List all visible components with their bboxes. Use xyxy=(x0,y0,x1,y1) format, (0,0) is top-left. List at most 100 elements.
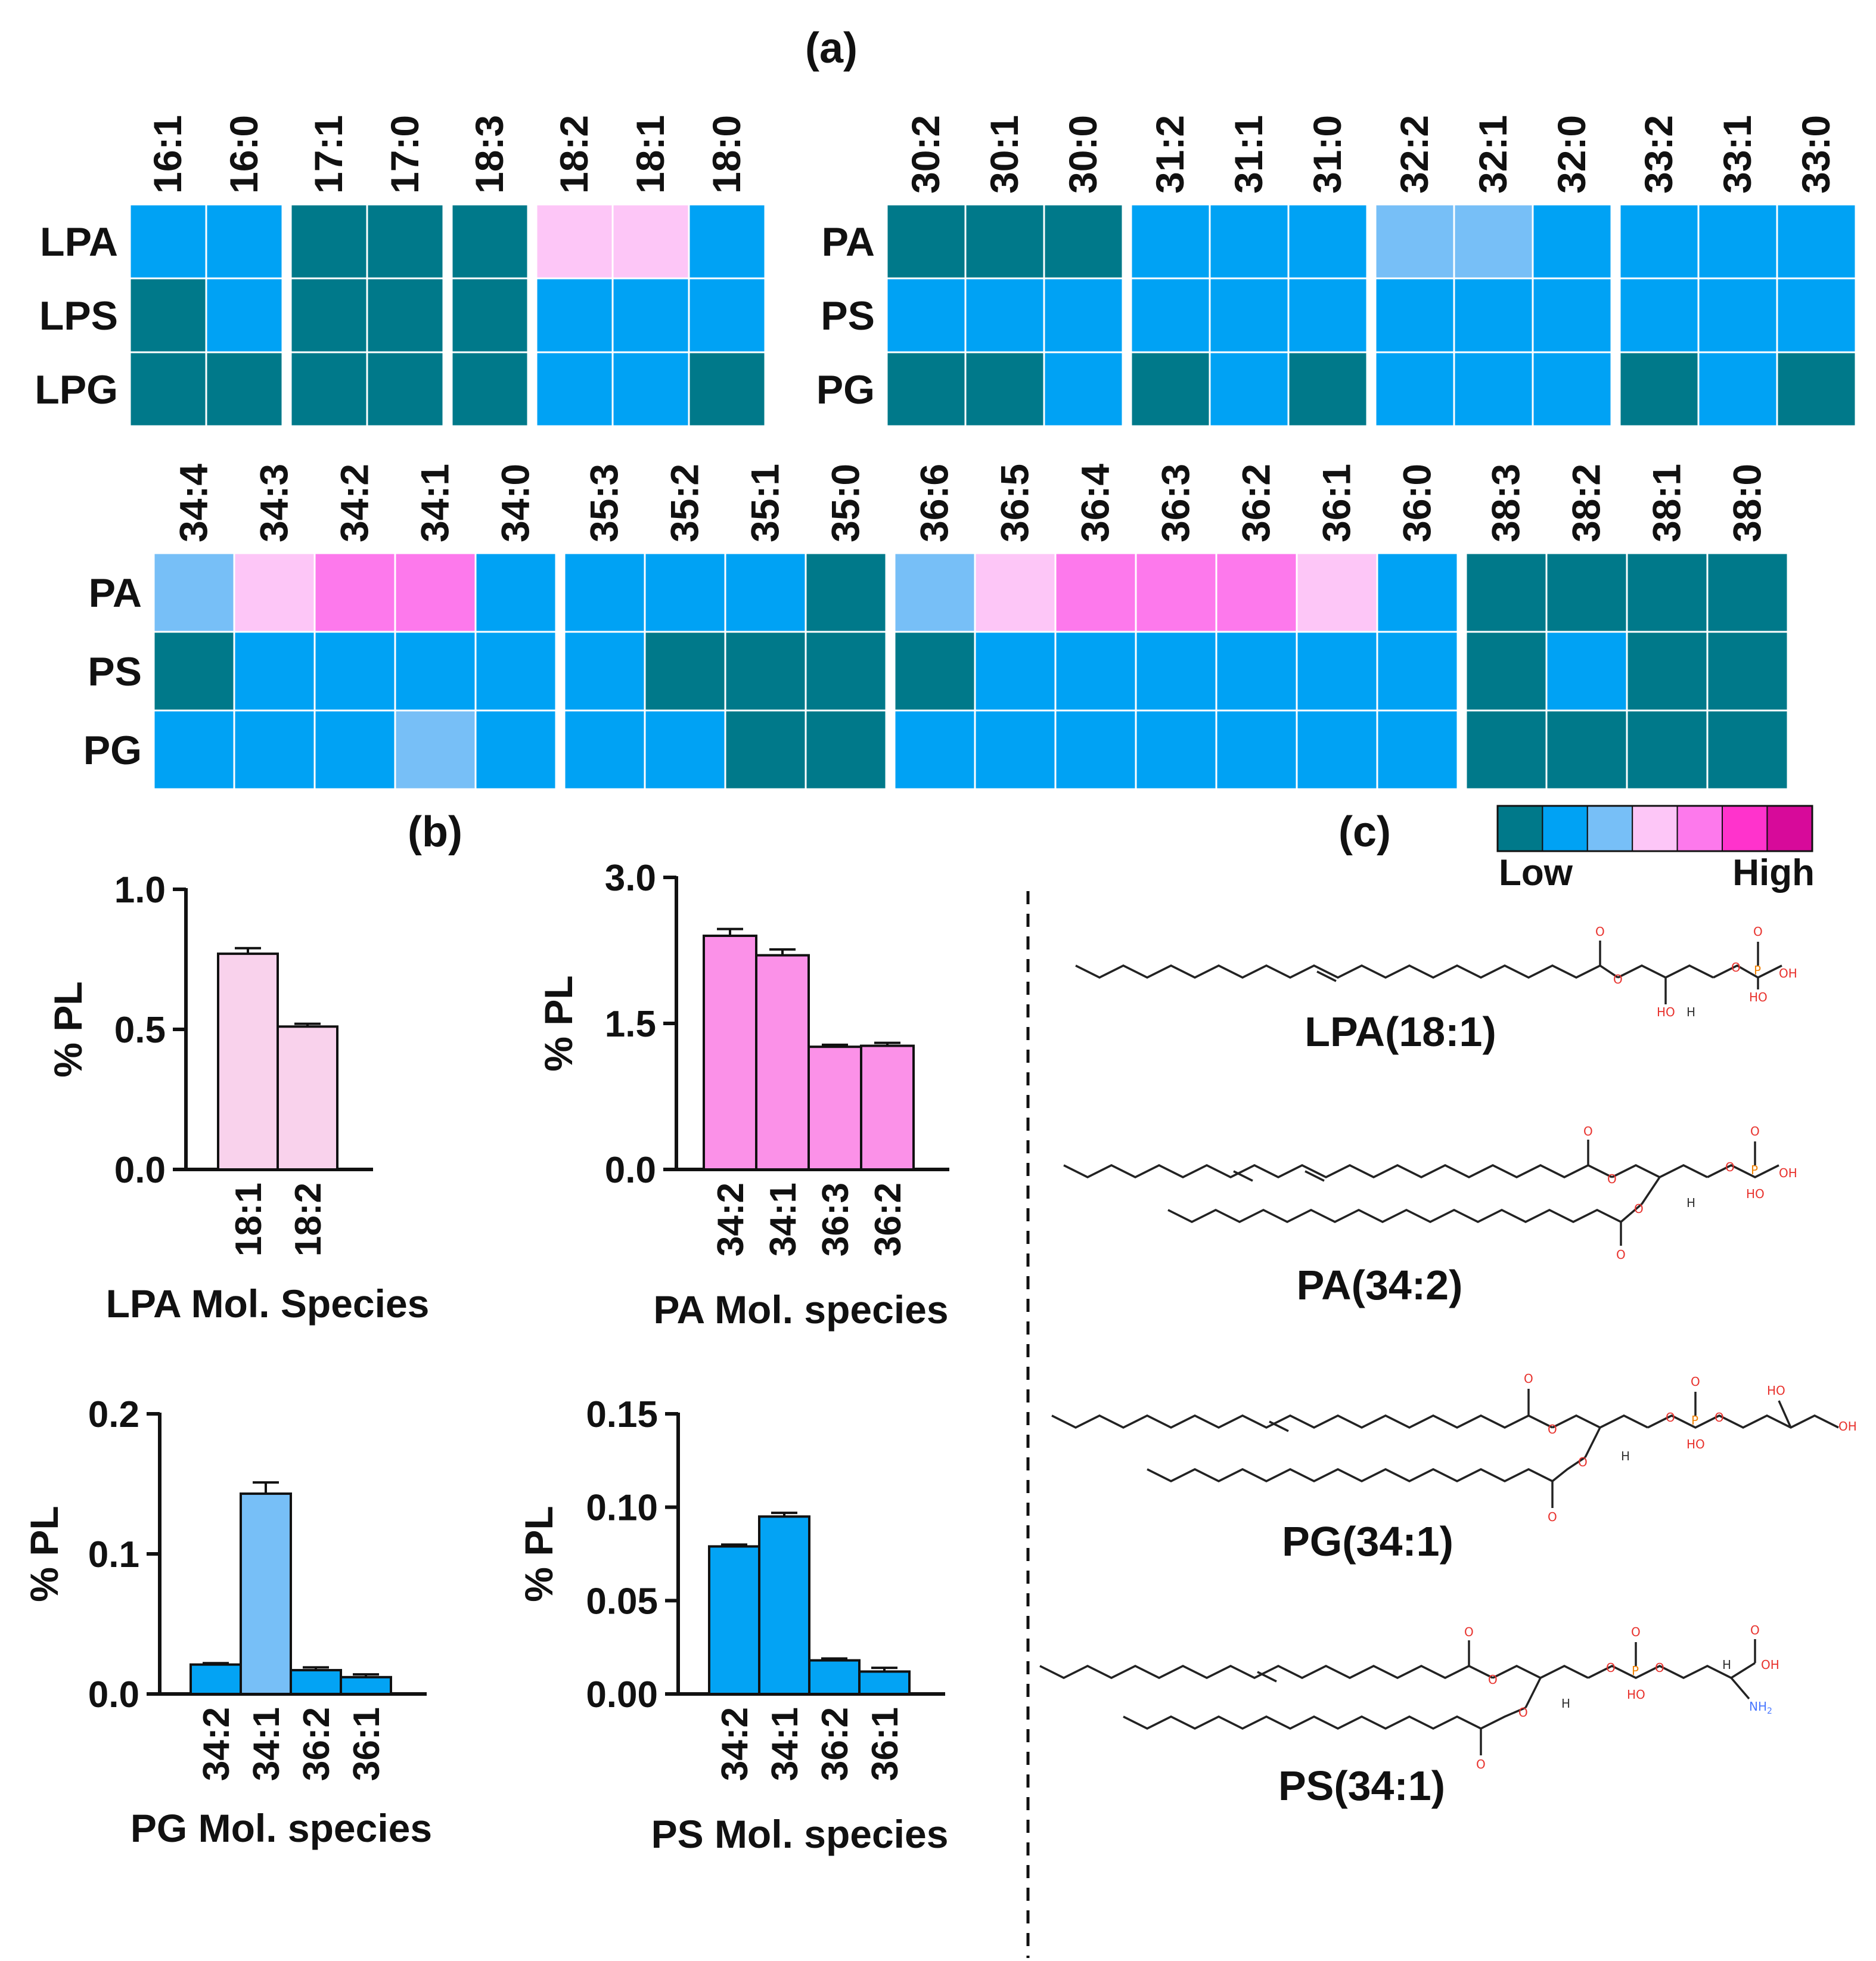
heatmap-cell xyxy=(233,709,316,790)
heatmap-cell xyxy=(1776,277,1857,353)
bar xyxy=(703,935,757,1171)
ps-nh2: NH2 xyxy=(1749,1699,1772,1716)
heatmap-cell xyxy=(1215,709,1298,790)
pg-chain-2 xyxy=(1147,1456,1586,1483)
heatmap-column-label: 31:0 xyxy=(1305,115,1349,194)
heatmap-row-label: LPS xyxy=(39,293,118,339)
heatmap-column-label: 34:3 xyxy=(252,464,296,542)
x-axis-title: LPA Mol. Species xyxy=(106,1282,430,1326)
ps-o-ester: O xyxy=(1488,1673,1498,1687)
x-tick-label: 36:1 xyxy=(346,1707,387,1781)
pg-o-ester: O xyxy=(1548,1422,1557,1436)
color-scale-legend: Low High xyxy=(1496,805,1815,893)
heatmap-cell xyxy=(1135,709,1217,790)
y-tick-label: 0.1 xyxy=(88,1534,139,1575)
heatmap-column-label: 38:1 xyxy=(1645,464,1689,542)
pg-glycerol xyxy=(1552,1414,1648,1429)
heatmap-cell xyxy=(1287,277,1368,353)
heatmap-column-label: 33:2 xyxy=(1636,115,1681,194)
heatmap-cell xyxy=(1776,351,1857,427)
x-tick-label: 34:1 xyxy=(765,1707,806,1781)
heatmap-cell xyxy=(153,631,235,712)
bar-chart-lpa: 0.0 0.5 1.0 18:1 18:2 % PL LPA Mol. Species xyxy=(46,870,429,1326)
heatmap-row-label: PG xyxy=(816,367,875,412)
heatmap-column-label: 36:0 xyxy=(1395,464,1439,542)
heatmap-cell xyxy=(290,351,368,427)
bar xyxy=(340,1675,392,1696)
structure-name-lpa: LPA(18:1) xyxy=(1304,1009,1496,1055)
heatmap-cell xyxy=(974,709,1057,790)
heatmap-cell xyxy=(893,631,976,712)
lpa-h: H xyxy=(1686,1005,1695,1019)
heatmap-cell xyxy=(1043,203,1124,280)
heatmap-column-label: 36:3 xyxy=(1154,464,1198,542)
pg-o-top: O xyxy=(1691,1374,1700,1389)
structure-name-ps: PS(34:1) xyxy=(1278,1763,1445,1809)
heatmap-column-label: 18:0 xyxy=(704,115,748,194)
pa-ho: HO xyxy=(1746,1187,1765,1201)
x-tick-label: 36:1 xyxy=(865,1707,906,1781)
ps-chain-2 xyxy=(1123,1706,1526,1730)
y-axis-title: % PL xyxy=(536,975,580,1071)
heatmap-column-label: 35:2 xyxy=(663,464,707,542)
heatmap-cell xyxy=(611,203,690,280)
heatmap-cell xyxy=(974,631,1057,712)
heatmap-cell xyxy=(205,351,284,427)
heatmap-cell xyxy=(563,709,646,790)
heatmap-cell xyxy=(394,552,477,633)
heatmap-column-label: 30:1 xyxy=(982,115,1026,194)
pa-oh: OH xyxy=(1779,1166,1797,1180)
heatmap-column-label: 16:1 xyxy=(145,115,190,194)
pg-chain-1 xyxy=(1051,1414,1553,1429)
heatmap-cell xyxy=(1374,351,1455,427)
x-tick-label: 36:2 xyxy=(296,1707,337,1781)
heatmap-cell xyxy=(1453,203,1534,280)
heatmap-cell xyxy=(1465,552,1548,633)
ps-db-1 xyxy=(1257,1671,1277,1683)
ps-o-carbonyl-2: O xyxy=(1476,1757,1486,1771)
bar xyxy=(190,1663,242,1695)
y-tick-label: 0.10 xyxy=(586,1488,658,1529)
pa-h: H xyxy=(1686,1196,1695,1210)
heatmap-cell xyxy=(644,552,726,633)
heatmap-cell xyxy=(964,203,1045,280)
ps-p: P xyxy=(1632,1664,1639,1678)
lpa-chain xyxy=(1075,964,1619,979)
heatmap-cell xyxy=(129,351,207,427)
heatmap-cell xyxy=(474,552,557,633)
pa-glyc-stem xyxy=(1641,1177,1661,1205)
heatmap-column-label: 34:0 xyxy=(493,464,538,542)
structure-lpa xyxy=(1075,941,1782,1004)
heatmap-row-label: PA xyxy=(822,219,875,265)
structure-pa xyxy=(1063,1140,1779,1246)
pg-h: H xyxy=(1621,1449,1630,1463)
y-tick-label: 0.0 xyxy=(114,1150,166,1191)
pg-db-1 xyxy=(1269,1420,1289,1432)
pa-db-1 xyxy=(1233,1170,1253,1182)
heatmap-cell xyxy=(366,351,445,427)
legend-swatch xyxy=(1676,805,1723,852)
heatmap-cell xyxy=(964,277,1045,353)
ps-phosphate xyxy=(1588,1665,1732,1679)
heatmap-cell xyxy=(1619,203,1700,280)
heatmap-cell xyxy=(1619,351,1700,427)
ps-h: H xyxy=(1561,1696,1570,1711)
heatmap-cell xyxy=(1545,552,1628,633)
ps-h-alpha: H xyxy=(1722,1658,1731,1672)
pg-o-carbonyl-2: O xyxy=(1548,1510,1557,1524)
pg-glyc-stem xyxy=(1584,1427,1601,1458)
heatmap-cell xyxy=(535,203,614,280)
heatmap-cell xyxy=(233,631,316,712)
heatmap-row-label: LPG xyxy=(35,367,118,412)
heatmap-column-label: 38:3 xyxy=(1484,464,1528,542)
heatmap-cell xyxy=(1215,552,1298,633)
pg-phosphate xyxy=(1647,1414,1839,1429)
heatmap-cell xyxy=(1215,631,1298,712)
legend-swatch xyxy=(1586,805,1633,852)
y-tick-label: 0.00 xyxy=(586,1674,658,1715)
bar xyxy=(860,1044,915,1171)
heatmap-cell xyxy=(688,203,766,280)
lpa-double-bond xyxy=(1316,970,1337,982)
ps-oh: OH xyxy=(1761,1658,1779,1672)
bar-chart-ps: 0.00 0.05 0.10 0.15 34:2 34:1 36:2 36:1 % PL PS M… xyxy=(517,1394,948,1856)
